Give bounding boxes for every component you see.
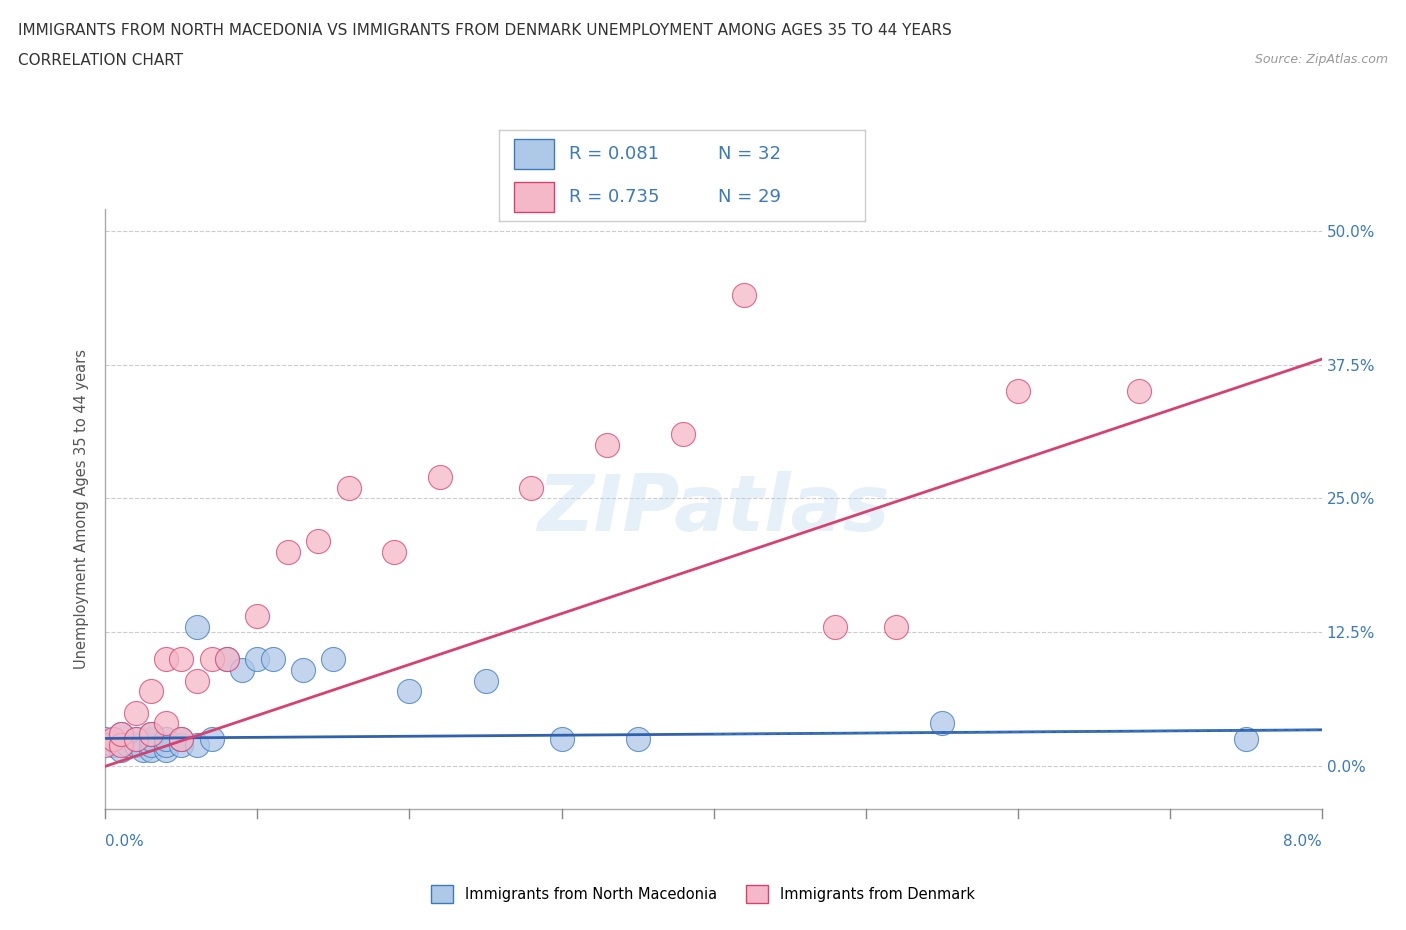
Point — [101, 732, 124, 747]
Point — [94, 737, 117, 752]
Text: R = 0.081: R = 0.081 — [568, 145, 658, 164]
Point — [117, 737, 139, 752]
Point — [186, 737, 208, 752]
Point — [139, 684, 162, 698]
Point — [170, 732, 193, 747]
Point — [429, 470, 451, 485]
Text: N = 29: N = 29 — [718, 188, 782, 206]
Text: N = 32: N = 32 — [718, 145, 782, 164]
Text: IMMIGRANTS FROM NORTH MACEDONIA VS IMMIGRANTS FROM DENMARK UNEMPLOYMENT AMONG AG: IMMIGRANTS FROM NORTH MACEDONIA VS IMMIG… — [18, 23, 952, 38]
Point — [474, 673, 496, 688]
Point — [217, 652, 239, 667]
Point — [337, 480, 360, 495]
Point — [155, 743, 177, 758]
Y-axis label: Unemployment Among Ages 35 to 44 years: Unemployment Among Ages 35 to 44 years — [75, 349, 90, 670]
Point — [125, 737, 148, 752]
Point — [186, 619, 208, 634]
Point — [170, 652, 193, 667]
Point — [246, 652, 269, 667]
Point — [262, 652, 284, 667]
Text: Source: ZipAtlas.com: Source: ZipAtlas.com — [1254, 53, 1388, 66]
FancyBboxPatch shape — [513, 182, 554, 212]
Point — [139, 732, 162, 747]
Point — [155, 737, 177, 752]
Point — [382, 545, 405, 560]
Point — [155, 716, 177, 731]
Point — [733, 287, 755, 302]
Point — [125, 705, 148, 720]
Point — [110, 737, 132, 752]
Point — [520, 480, 543, 495]
Point — [155, 652, 177, 667]
Point — [132, 743, 155, 758]
Point — [231, 662, 253, 677]
Text: CORRELATION CHART: CORRELATION CHART — [18, 53, 183, 68]
Point — [170, 732, 193, 747]
Point — [626, 732, 648, 747]
Point — [931, 716, 953, 731]
Point — [550, 732, 572, 747]
Text: ZIPatlas: ZIPatlas — [537, 472, 890, 547]
Point — [292, 662, 315, 677]
Point — [110, 726, 132, 741]
Point — [139, 726, 162, 741]
Point — [246, 609, 269, 624]
Point — [277, 545, 299, 560]
Point — [155, 732, 177, 747]
Point — [101, 737, 124, 752]
Text: 8.0%: 8.0% — [1282, 834, 1322, 849]
Point — [125, 732, 148, 747]
Point — [307, 534, 329, 549]
Legend: Immigrants from North Macedonia, Immigrants from Denmark: Immigrants from North Macedonia, Immigra… — [426, 879, 980, 909]
FancyBboxPatch shape — [513, 140, 554, 169]
Point — [201, 652, 224, 667]
Point — [322, 652, 344, 667]
Point — [139, 743, 162, 758]
Point — [398, 684, 420, 698]
Point — [217, 652, 239, 667]
Point — [1007, 384, 1029, 399]
Point — [1128, 384, 1150, 399]
Point — [201, 732, 224, 747]
Point — [1234, 732, 1257, 747]
Point — [110, 726, 132, 741]
Point — [125, 732, 148, 747]
Point — [139, 726, 162, 741]
Point — [884, 619, 907, 634]
Point — [824, 619, 846, 634]
Text: 0.0%: 0.0% — [105, 834, 145, 849]
Point — [186, 673, 208, 688]
Point — [672, 427, 695, 442]
Point — [110, 743, 132, 758]
Point — [94, 732, 117, 747]
Point — [170, 737, 193, 752]
Point — [596, 437, 619, 452]
Text: R = 0.735: R = 0.735 — [568, 188, 659, 206]
Point — [139, 737, 162, 752]
